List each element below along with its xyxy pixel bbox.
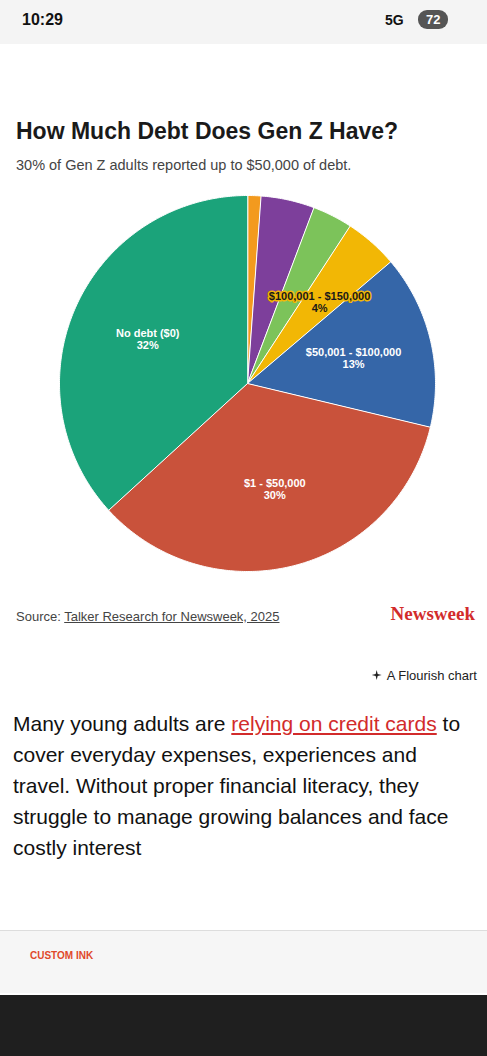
html-text:72: 72	[426, 12, 441, 27]
html-text:5G: 5G	[385, 12, 404, 28]
html-text:Newsweek: Newsweek	[390, 603, 475, 624]
svg-text:$100,001 - $150,0004%: $100,001 - $150,0004%	[269, 290, 371, 314]
html-text:Source: Talker Research for Ne: Source: Talker Research for Newsweek, 20…	[16, 609, 280, 624]
svg-text:No debt ($0)32%: No debt ($0)32%	[116, 327, 180, 351]
html-text:CUSTOM INK: CUSTOM INK	[30, 950, 94, 961]
html-text:A Flourish chart: A Flourish chart	[386, 668, 477, 683]
html-text:10:29: 10:29	[22, 11, 63, 28]
svg-text:$1 - $50,00030%: $1 - $50,00030%	[244, 477, 306, 501]
svg-text:$50,001 - $100,00013%: $50,001 - $100,00013%	[306, 346, 401, 370]
html-text:How Much Debt Does Gen Z Have?: How Much Debt Does Gen Z Have?	[16, 118, 399, 144]
html-text:30% of Gen Z adults reported u: 30% of Gen Z adults reported up to $50,0…	[16, 157, 352, 173]
html-text:Many young adults are relying: Many young adults are relying on credit …	[13, 712, 461, 859]
